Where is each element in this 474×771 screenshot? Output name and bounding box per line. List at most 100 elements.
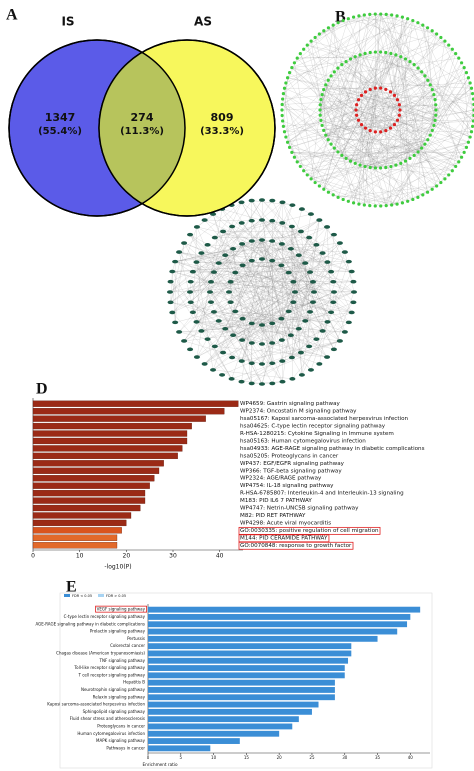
edge [341,64,376,168]
node [351,15,356,19]
node [316,218,323,222]
y-tick-label: WP2374: Oncostatin M signaling pathway [240,409,357,415]
bar [148,657,349,664]
node [373,130,377,134]
edge [230,231,302,303]
edge [222,231,341,342]
edge [355,56,376,132]
region-count: 1347 [45,111,76,124]
edge [291,67,471,138]
edge [172,260,252,313]
node [201,362,208,366]
edge [348,143,426,202]
node [355,113,359,117]
node [219,373,226,377]
edge [261,318,282,385]
x-axis-label: Enrichment ratio [142,762,178,767]
node [331,290,337,294]
edge [251,240,273,324]
node [248,218,255,223]
node [307,368,314,372]
edge [358,120,474,122]
bar [32,497,146,504]
node [279,379,286,384]
node [302,169,306,173]
edge [210,199,263,282]
edge [183,242,263,385]
node [368,204,372,208]
node [403,57,408,61]
edge [251,260,302,353]
edge [427,139,462,158]
edge [284,120,474,132]
edge [395,41,445,55]
node [358,53,362,57]
edge [427,27,435,126]
node [408,59,412,64]
edge [172,220,273,313]
edge [291,244,317,358]
edge [290,248,349,262]
node [259,323,265,327]
bar [32,512,132,519]
node [341,18,345,23]
edge [282,24,423,105]
node [298,51,302,56]
edge [201,281,334,332]
node [229,224,236,229]
edge [365,166,428,193]
node [379,50,383,54]
edge [272,220,317,245]
legend-label: FDR > 0.05 [106,594,126,598]
node [306,235,313,240]
edge [358,99,419,153]
node [362,13,366,17]
node [359,122,364,127]
node [297,229,304,234]
node [322,88,326,92]
node [373,12,377,16]
edge [328,56,356,140]
edge [172,271,332,313]
node [309,39,313,43]
edge [333,291,346,332]
node [346,199,350,203]
edge [358,15,437,35]
node [220,229,227,234]
node [363,126,368,130]
node [279,200,286,205]
edge [345,61,401,164]
node [389,51,393,56]
node [198,329,205,333]
edge [385,157,462,168]
edge [235,291,296,312]
x-tick-label: 5 [180,755,183,760]
edge [330,75,357,116]
node [169,269,176,274]
edge [417,67,472,132]
node [215,319,222,323]
node [187,232,194,237]
x-tick-label: 10 [76,553,84,560]
edge [311,165,361,179]
node [464,145,469,149]
edge [325,75,425,136]
edge [170,255,226,282]
node [398,108,402,112]
node [411,197,415,202]
node [425,190,430,194]
edge [241,239,263,382]
node [326,26,331,30]
node [443,39,447,43]
node [230,333,237,338]
edge [189,234,219,264]
x-tick-label: 40 [216,553,224,560]
edge [333,194,398,205]
node [187,290,193,294]
edge [311,41,422,72]
node [392,93,397,98]
node [470,124,474,128]
y-tick-label: M183: PID IL6 7 PATHWAY [240,498,312,504]
edge [281,265,310,347]
edge [385,125,435,168]
